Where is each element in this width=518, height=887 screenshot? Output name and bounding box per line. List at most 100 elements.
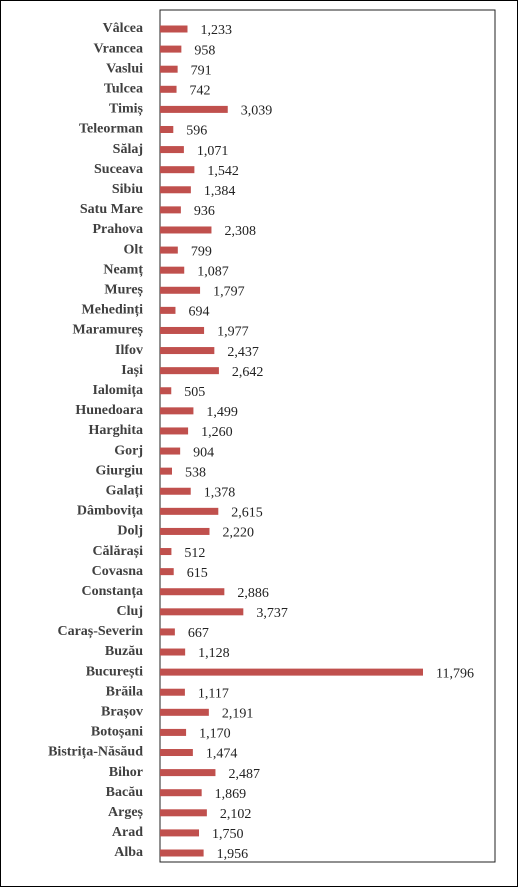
value-label: 1,071: [197, 144, 229, 159]
bar: [160, 708, 209, 716]
value-label: 1,233: [200, 23, 232, 38]
bar: [160, 306, 176, 314]
category-label: Dolj: [117, 524, 143, 539]
category-label: Vâlcea: [103, 21, 143, 36]
bar: [160, 849, 204, 857]
category-label: Buzău: [105, 644, 143, 659]
bar: [160, 769, 216, 777]
bar: [160, 166, 195, 174]
value-label: 791: [191, 63, 212, 78]
value-label: 1,474: [206, 747, 238, 762]
value-label: 2,615: [231, 506, 262, 521]
category-label: Galați: [106, 483, 143, 498]
category-label: Cluj: [117, 604, 143, 619]
category-label: Satu Mare: [80, 202, 143, 217]
category-label: Prahova: [92, 222, 143, 237]
value-label: 904: [193, 445, 214, 460]
category-label: Mehedinți: [82, 303, 144, 318]
category-label: Călărași: [92, 544, 143, 559]
category-label: Neamț: [103, 262, 143, 277]
bar: [160, 809, 207, 817]
category-label: Covasna: [92, 564, 143, 579]
bar: [160, 186, 191, 194]
value-label: 2,886: [237, 586, 269, 601]
bar: [160, 427, 189, 435]
category-label: Ilfov: [115, 343, 143, 358]
value-label: 1,260: [201, 425, 233, 440]
value-label: 2,220: [222, 526, 254, 541]
category-label: Hunedoara: [75, 403, 143, 418]
value-label: 667: [188, 626, 209, 641]
category-label: Harghita: [89, 423, 143, 438]
category-label: Teleorman: [79, 122, 143, 137]
bar: [160, 407, 194, 415]
value-label: 2,308: [224, 224, 256, 239]
bar: [160, 286, 201, 294]
value-label: 1,170: [199, 727, 231, 742]
value-label: 1,977: [217, 325, 249, 340]
bar: [160, 65, 178, 73]
value-label: 694: [188, 305, 209, 320]
value-label: 936: [194, 204, 215, 219]
category-label: Maramureș: [73, 323, 144, 338]
value-label: 2,102: [220, 807, 252, 822]
value-label: 958: [194, 43, 215, 58]
bar: [160, 628, 175, 636]
bar: [160, 527, 210, 535]
category-label: Bihor: [109, 765, 143, 780]
value-label: 799: [191, 244, 212, 259]
value-label: 615: [187, 566, 208, 581]
bar: [160, 507, 219, 515]
bar: [160, 25, 188, 33]
category-label: Tulcea: [104, 82, 143, 97]
bar: [160, 146, 184, 154]
value-label: 1,956: [217, 847, 249, 862]
category-label: Sălaj: [113, 142, 143, 157]
bar: [160, 347, 215, 355]
category-label: Suceava: [94, 162, 143, 177]
value-label: 742: [190, 84, 211, 99]
value-label: 1,869: [215, 787, 247, 802]
category-label: Bistrița-Năsăud: [48, 745, 143, 760]
category-label: Brăila: [106, 684, 143, 699]
bar: [160, 85, 177, 93]
bar: [160, 246, 178, 254]
category-label: Iași: [121, 363, 143, 378]
bar: [160, 668, 423, 676]
bar: [160, 487, 191, 495]
value-label: 2,437: [227, 345, 258, 360]
bar: [160, 728, 187, 736]
category-label: Bacău: [106, 785, 144, 800]
category-label: Olt: [124, 242, 144, 257]
category-label: Caraș-Severin: [57, 624, 143, 639]
value-label: 1,087: [197, 264, 229, 279]
category-label: București: [86, 664, 143, 679]
bar: [160, 749, 193, 757]
value-label: 505: [184, 385, 205, 400]
category-label: Arad: [112, 825, 143, 840]
value-label: 2,487: [228, 767, 260, 782]
category-label: Vrancea: [94, 41, 144, 56]
value-label: 1,117: [198, 686, 229, 701]
value-label: 512: [184, 546, 205, 561]
bar: [160, 789, 202, 797]
bar: [160, 548, 172, 556]
value-label: 596: [186, 124, 207, 139]
value-label: 1,499: [206, 405, 238, 420]
bar: [160, 387, 172, 395]
bar: [160, 688, 185, 696]
bar: [160, 326, 205, 334]
bar: [160, 367, 219, 375]
bar: [160, 588, 225, 596]
value-label: 1,750: [212, 827, 244, 842]
category-label: Argeș: [108, 805, 144, 820]
category-label: Dâmbovița: [77, 504, 143, 519]
bar: [160, 608, 244, 616]
value-label: 2,642: [232, 365, 263, 380]
bar: [160, 105, 228, 113]
bar: [160, 206, 181, 214]
value-label: 3,039: [241, 104, 272, 119]
category-label: Mureș: [104, 282, 143, 297]
category-label: Ialomița: [92, 383, 143, 398]
value-label: 11,796: [436, 666, 474, 681]
